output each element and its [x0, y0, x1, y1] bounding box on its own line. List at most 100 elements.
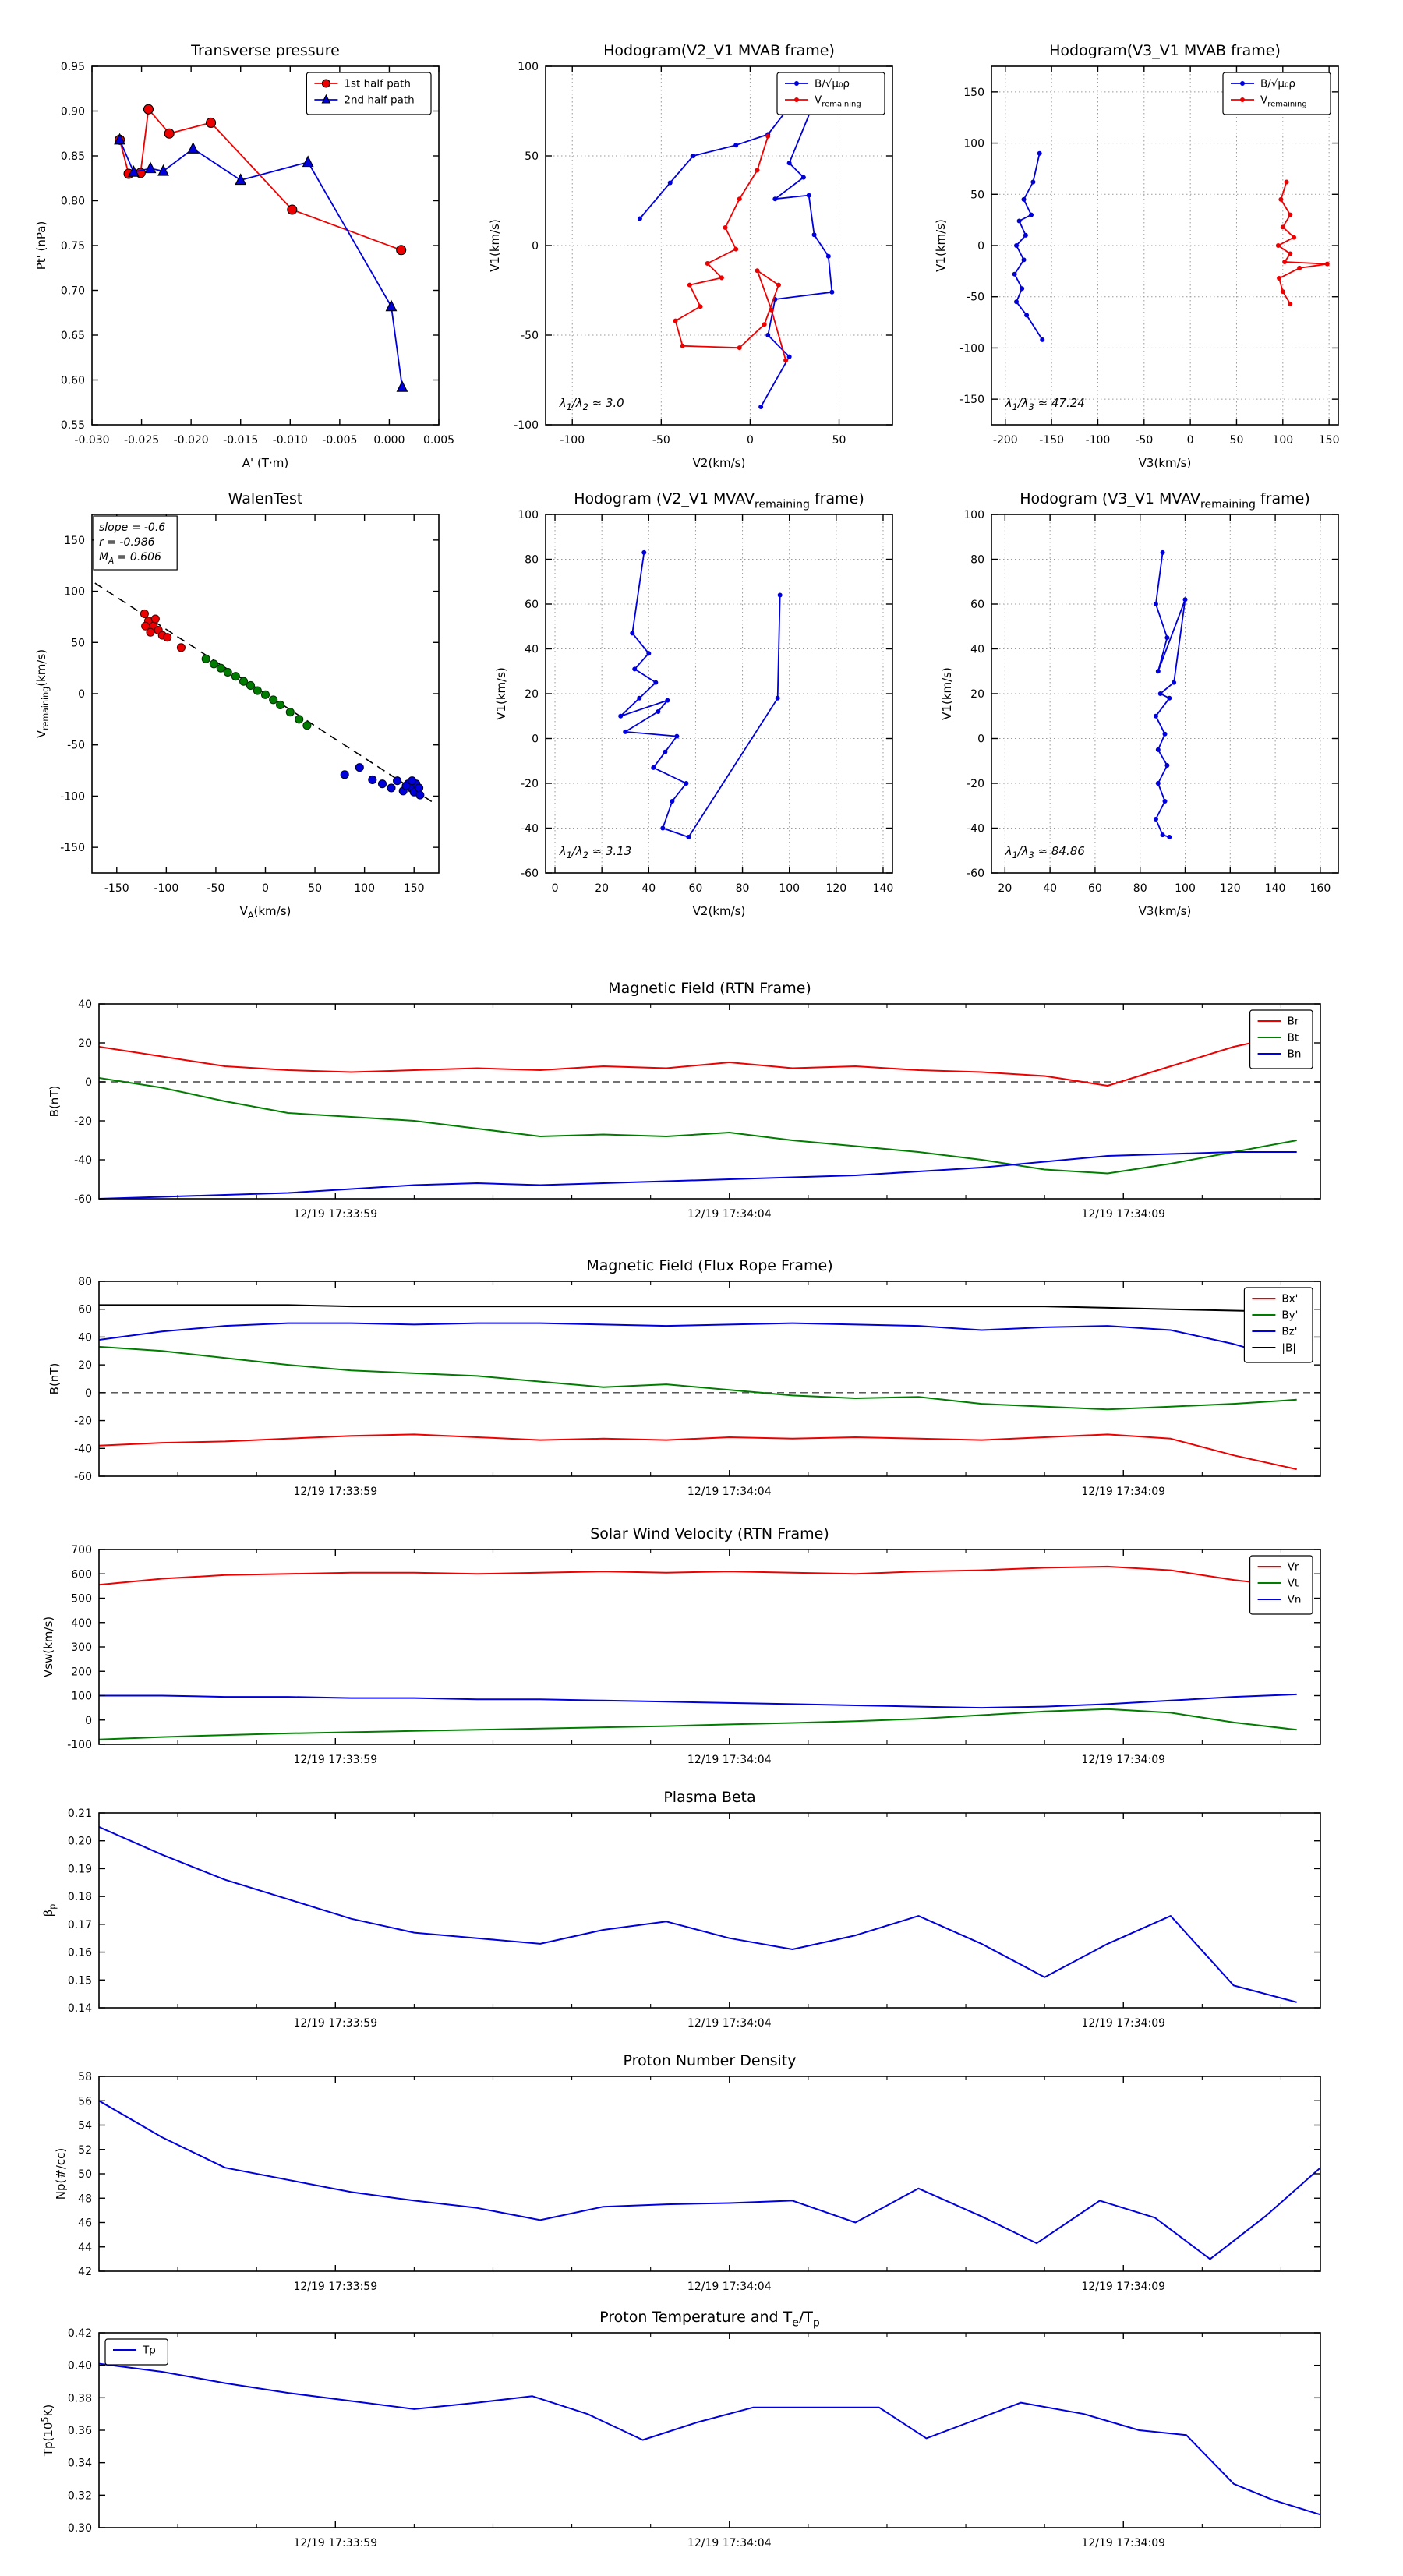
- svg-text:100: 100: [518, 509, 539, 521]
- svg-text:12/19 17:34:09: 12/19 17:34:09: [1081, 1208, 1165, 1221]
- svg-text:By': By': [1281, 1309, 1298, 1322]
- walen-test: -150 -100 -50 0 50 100 150 -150 -100 -50 0 50 100 150…: [34, 490, 440, 921]
- magnetic-field-flux-rope: 12/19 17:33:59 12/19 17:34:04 12/19 17:34:…: [48, 1257, 1321, 1498]
- svg-text:Bx': Bx': [1281, 1293, 1298, 1306]
- svg-text:Tp(105K): Tp(105K): [40, 2405, 55, 2457]
- svg-text:λ1/λ3 ≈ 47.24: λ1/λ3 ≈ 47.24: [1005, 396, 1085, 412]
- svg-text:40: 40: [78, 1331, 92, 1344]
- svg-text:140: 140: [1265, 882, 1286, 895]
- svg-text:0.95: 0.95: [61, 61, 85, 73]
- svg-text:0.65: 0.65: [61, 330, 85, 342]
- svg-text:100: 100: [779, 882, 800, 895]
- svg-text:0.19: 0.19: [68, 1863, 92, 1875]
- svg-text:Pt' (nPa): Pt' (nPa): [34, 221, 48, 270]
- solar-wind-velocity: 12/19 17:33:59 12/19 17:34:04 12/19 17:34:…: [41, 1525, 1321, 1766]
- svg-text:0.75: 0.75: [61, 240, 85, 253]
- svg-text:300: 300: [71, 1641, 92, 1654]
- hodogram-v3v1-mvab: -200 -150 -100 -50 0 50 100 150 -150 -100 -50 0 50 10…: [934, 42, 1340, 470]
- svg-text:Vremaining: Vremaining: [1260, 94, 1307, 109]
- svg-text:0.18: 0.18: [68, 1891, 92, 1903]
- svg-text:60: 60: [1088, 882, 1102, 895]
- svg-text:-100: -100: [60, 790, 85, 803]
- svg-text:20: 20: [78, 1359, 92, 1372]
- svg-text:0.30: 0.30: [68, 2522, 92, 2535]
- svg-text:Bn: Bn: [1288, 1048, 1302, 1061]
- svg-text:12/19 17:33:59: 12/19 17:33:59: [293, 2017, 377, 2030]
- svg-text:slope = -0.6: slope = -0.6: [99, 521, 165, 534]
- svg-text:20: 20: [78, 1037, 92, 1050]
- svg-text:Vsw(km/s): Vsw(km/s): [41, 1617, 55, 1677]
- svg-text:MA = 0.606: MA = 0.606: [99, 551, 161, 566]
- svg-text:40: 40: [1043, 882, 1057, 895]
- svg-text:Hodogram (V3_V1 MVAVremaining: Hodogram (V3_V1 MVAVremaining frame): [1020, 490, 1309, 511]
- svg-text:-20: -20: [74, 1415, 92, 1428]
- svg-text:50: 50: [970, 189, 984, 201]
- svg-text:58: 58: [78, 2071, 92, 2083]
- svg-text:150: 150: [404, 882, 425, 895]
- svg-text:100: 100: [518, 61, 539, 73]
- svg-text:0.16: 0.16: [68, 1947, 92, 1959]
- svg-text:12/19 17:34:09: 12/19 17:34:09: [1081, 2537, 1165, 2549]
- svg-text:0: 0: [85, 1076, 92, 1089]
- svg-text:V2(km/s): V2(km/s): [693, 904, 746, 918]
- svg-text:-50: -50: [207, 882, 224, 895]
- svg-text:Proton Temperature and Te/Tp: Proton Temperature and Te/Tp: [599, 2309, 820, 2329]
- svg-text:40: 40: [641, 882, 656, 895]
- svg-text:12/19 17:34:04: 12/19 17:34:04: [687, 2281, 772, 2293]
- svg-text:12/19 17:33:59: 12/19 17:33:59: [293, 1754, 377, 1766]
- svg-text:12/19 17:34:09: 12/19 17:34:09: [1081, 1754, 1165, 1766]
- svg-text:V3(km/s): V3(km/s): [1139, 456, 1192, 470]
- transverse-pressure: -0.030 -0.025 -0.020 -0.015 -0.010 -0.005 0.00…: [34, 42, 454, 470]
- svg-text:Bz': Bz': [1281, 1326, 1297, 1338]
- svg-text:80: 80: [525, 554, 539, 567]
- svg-text:60: 60: [78, 1304, 92, 1316]
- svg-text:-50: -50: [652, 434, 670, 447]
- svg-text:-100: -100: [959, 342, 984, 355]
- svg-text:0: 0: [532, 733, 539, 746]
- svg-text:120: 120: [825, 882, 846, 895]
- svg-text:-100: -100: [1086, 434, 1111, 447]
- svg-text:60: 60: [970, 599, 984, 611]
- svg-text:100: 100: [963, 138, 984, 150]
- svg-text:80: 80: [970, 554, 984, 567]
- plasma-beta: 12/19 17:33:59 12/19 17:34:04 12/19 17:34:…: [41, 1789, 1321, 2030]
- svg-text:-20: -20: [967, 778, 984, 790]
- svg-text:150: 150: [64, 535, 85, 547]
- svg-text:44: 44: [78, 2242, 92, 2254]
- svg-text:12/19 17:34:04: 12/19 17:34:04: [687, 1754, 772, 1766]
- svg-text:Solar Wind Velocity (RTN Frame: Solar Wind Velocity (RTN Frame): [590, 1525, 829, 1542]
- svg-text:48: 48: [78, 2193, 92, 2205]
- svg-text:80: 80: [736, 882, 750, 895]
- svg-text:12/19 17:33:59: 12/19 17:33:59: [293, 2537, 377, 2549]
- svg-text:40: 40: [78, 998, 92, 1011]
- svg-text:-150: -150: [959, 394, 984, 406]
- svg-text:Np(#/cc): Np(#/cc): [54, 2148, 68, 2200]
- svg-text:700: 700: [71, 1544, 92, 1557]
- hodogram-v3v1-mvav: 20 40 60 80 100 120 140 160 -60 -40 -20 0 20 40 60 80 10…: [940, 490, 1339, 918]
- svg-text:50: 50: [71, 637, 85, 649]
- svg-text:0.55: 0.55: [61, 419, 85, 432]
- svg-text:56: 56: [78, 2095, 92, 2108]
- svg-text:52: 52: [78, 2144, 92, 2157]
- svg-text:|B|: |B|: [1281, 1342, 1295, 1355]
- svg-text:-50: -50: [521, 330, 539, 342]
- svg-text:0.40: 0.40: [68, 2360, 92, 2373]
- svg-text:0: 0: [747, 434, 754, 447]
- svg-text:0.80: 0.80: [61, 196, 85, 208]
- svg-text:0: 0: [977, 733, 984, 746]
- svg-text:-40: -40: [74, 1154, 92, 1167]
- svg-text:0: 0: [262, 882, 269, 895]
- svg-text:12/19 17:34:09: 12/19 17:34:09: [1081, 1486, 1165, 1498]
- svg-text:100: 100: [963, 509, 984, 521]
- svg-text:100: 100: [1272, 434, 1293, 447]
- svg-text:Br: Br: [1288, 1016, 1299, 1028]
- svg-text:-150: -150: [1039, 434, 1064, 447]
- svg-text:0.20: 0.20: [68, 1836, 92, 1848]
- svg-text:0.17: 0.17: [68, 1919, 92, 1931]
- svg-text:12/19 17:33:59: 12/19 17:33:59: [293, 1486, 377, 1498]
- svg-text:0.15: 0.15: [68, 1974, 92, 1987]
- svg-text:0.42: 0.42: [68, 2327, 92, 2340]
- svg-text:12/19 17:34:09: 12/19 17:34:09: [1081, 2281, 1165, 2293]
- svg-text:0.32: 0.32: [68, 2489, 92, 2502]
